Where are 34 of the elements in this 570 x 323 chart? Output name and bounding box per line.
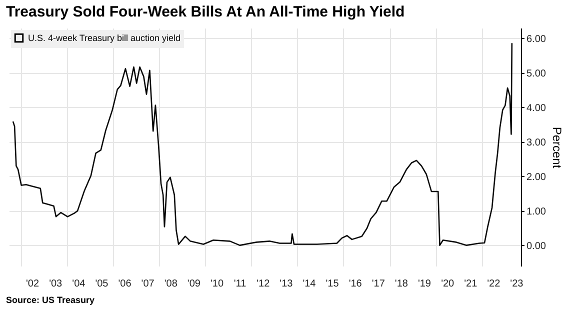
x-tick-label: '16 — [348, 278, 362, 290]
y-tick-label: 1.00 — [526, 206, 546, 218]
y-tick-label: 0.00 — [526, 240, 546, 252]
x-tick-label: '22 — [487, 278, 501, 290]
x-tick-label: '06 — [118, 278, 132, 290]
x-tick-label: '11 — [234, 278, 247, 290]
y-tick-label: 6.00 — [526, 34, 546, 45]
x-tick-label: '21 — [464, 278, 478, 290]
x-tick-label: '17 — [372, 278, 386, 290]
line-series — [12, 42, 513, 246]
legend-label: U.S. 4-week Treasury bill auction yield — [28, 33, 181, 43]
y-tick-label: 5.00 — [526, 68, 546, 80]
x-tick-label: '02 — [26, 278, 40, 290]
x-tick-label: '15 — [326, 278, 340, 290]
y-tick-label: 4.00 — [526, 102, 546, 114]
x-tick-label: '18 — [394, 278, 408, 290]
y-tick-label: 2.00 — [526, 172, 546, 183]
chart-title: Treasury Sold Four-Week Bills At An All-Time High Yield — [6, 3, 405, 20]
x-tick-label: '05 — [95, 278, 109, 290]
x-tick-label: '13 — [280, 278, 294, 290]
x-tick-label: '10 — [210, 278, 224, 290]
x-tick-label: '12 — [256, 278, 270, 290]
x-tick-label: '03 — [49, 278, 63, 290]
x-tick-label: '14 — [302, 278, 316, 290]
x-tick-label: '19 — [418, 278, 432, 290]
y-axis-title: Percent — [550, 126, 564, 169]
x-tick-label: '20 — [441, 278, 455, 290]
x-tick-label: '09 — [187, 278, 201, 290]
x-tick-label: '08 — [164, 278, 178, 290]
x-tick-label: '07 — [141, 278, 155, 290]
source-note: Source: US Treasury — [6, 295, 95, 305]
y-tick-label: 3.00 — [526, 137, 546, 148]
x-tick-label: '04 — [72, 278, 86, 290]
x-tick-label: '23 — [510, 278, 524, 290]
